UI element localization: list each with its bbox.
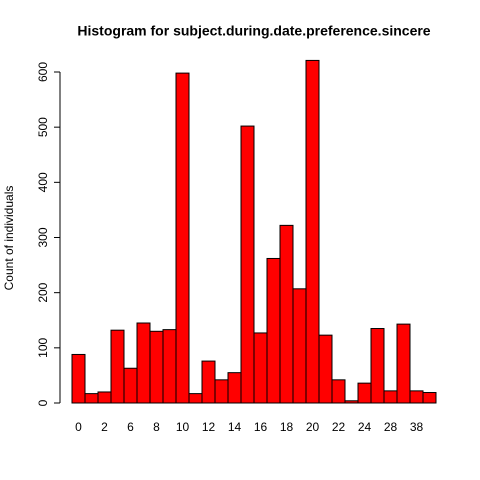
bar [227,372,242,404]
bar [240,125,255,404]
bar [188,393,203,404]
y-tick-label: 500 [36,117,50,137]
bar [162,329,177,404]
bar [396,323,411,404]
bar [201,360,216,404]
bar [279,224,294,404]
bar [97,391,112,404]
x-tick-label: 12 [202,420,216,434]
y-tick-label: 0 [36,399,50,406]
bar [266,257,281,404]
bar [318,334,333,404]
bar [292,288,307,404]
y-tick-label: 200 [36,282,50,302]
bar [214,379,229,404]
x-tick-label: 22 [332,420,346,434]
bar [331,379,346,404]
x-tick-label: 18 [280,420,294,434]
bar [357,382,372,404]
x-tick-label: 16 [254,420,268,434]
bar [84,393,99,404]
y-tick-label: 100 [36,338,50,358]
chart-title: Histogram for subject.during.date.prefer… [77,23,430,39]
x-tick-label: 10 [176,420,190,434]
y-axis-label: Count of individuals [2,186,16,291]
bar [71,353,86,404]
x-tick-label: 14 [228,420,242,434]
bar [422,392,437,404]
bar [123,367,138,404]
x-tick-label: 38 [410,420,424,434]
bar [136,322,151,404]
x-tick-label: 6 [127,420,134,434]
y-tick-label: 300 [36,227,50,247]
bar [149,330,164,404]
bar [344,400,359,404]
bar [110,329,125,404]
bar [370,328,385,404]
x-tick-label: 8 [153,420,160,434]
x-tick-label: 28 [384,420,398,434]
x-tick-label: 0 [75,420,82,434]
y-tick-label: 600 [36,62,50,82]
bar [305,59,320,404]
bar [409,390,424,404]
x-tick-label: 20 [306,420,320,434]
x-tick-label: 24 [358,420,372,434]
bar [253,332,268,404]
y-tick-label: 400 [36,172,50,192]
x-tick-label: 2 [101,420,108,434]
bar [383,390,398,404]
bar [175,72,190,404]
